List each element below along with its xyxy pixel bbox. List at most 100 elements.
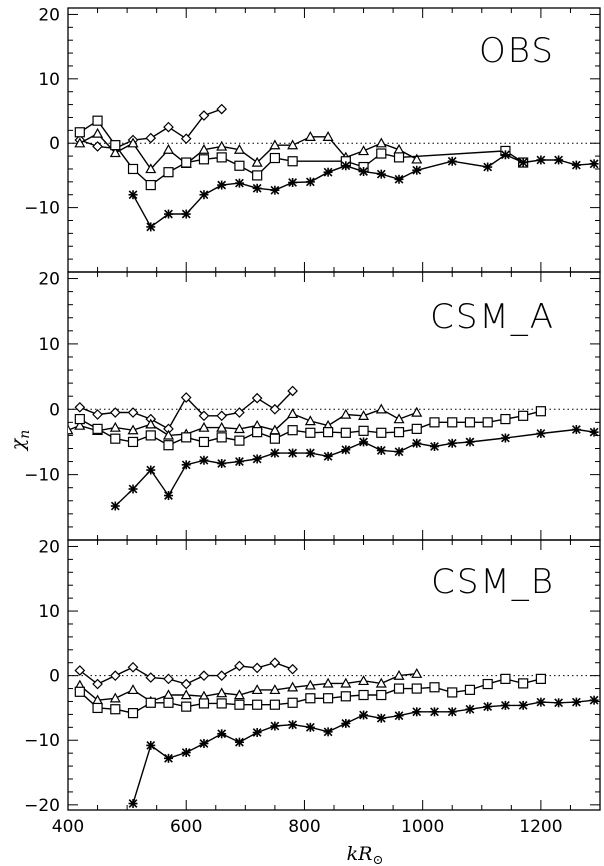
asterisk-point (270, 185, 280, 195)
y-tick-label: 20 (38, 270, 60, 290)
asterisk-point (412, 707, 422, 717)
plot-area (68, 385, 599, 511)
y-axis-title: χn (7, 430, 33, 453)
plot-area (74, 657, 599, 809)
square-point (376, 148, 387, 159)
square-point (181, 432, 192, 443)
diamond-point (109, 407, 121, 418)
triangle-point (233, 689, 245, 700)
asterisk-point (146, 740, 156, 750)
diamond-point (198, 110, 210, 121)
diamond-point (127, 407, 139, 418)
asterisk-point (447, 438, 457, 448)
square-point (198, 154, 210, 165)
diamond-point (251, 662, 263, 674)
square-point (411, 423, 422, 434)
asterisk-point (341, 445, 351, 455)
square-point (482, 678, 493, 690)
asterisk-point (483, 702, 493, 712)
asterisk-point (110, 501, 120, 511)
triangle-point (216, 140, 228, 151)
asterisk-point (376, 713, 386, 723)
triangle-point (340, 408, 352, 419)
asterisk-point (589, 159, 599, 169)
square-point (518, 410, 529, 421)
triangle-point (216, 687, 228, 698)
square-point (234, 435, 245, 446)
square-point (127, 708, 139, 719)
square-point (163, 697, 174, 708)
y-tick-label: 0 (49, 134, 60, 154)
square-point (198, 436, 210, 448)
square-point (252, 699, 263, 710)
asterisk-point (252, 727, 262, 737)
asterisk-point (252, 454, 262, 464)
triangle-point (287, 139, 299, 150)
triangle-point (233, 143, 245, 154)
asterisk-point (288, 177, 298, 187)
asterisk-point (323, 451, 333, 461)
square-point (464, 417, 476, 428)
y-tick-label: 20 (38, 537, 60, 557)
triangle-point (411, 406, 423, 417)
asterisk-point (429, 707, 439, 717)
square-point (518, 678, 529, 689)
asterisk-point (518, 700, 528, 710)
square-point (110, 140, 121, 151)
asterisk-point (465, 437, 475, 447)
x-tick-label: 1200 (519, 817, 562, 837)
triangle-point (393, 669, 405, 680)
y-tick-label: −10 (24, 199, 60, 219)
triangle-point (251, 156, 263, 167)
x-tick-label: 600 (170, 817, 202, 837)
triangle-point (251, 684, 263, 695)
triangle-point (127, 424, 139, 435)
asterisk-point (217, 459, 227, 469)
diamond-point (269, 657, 281, 669)
square-point (287, 697, 298, 708)
square-point (340, 427, 351, 438)
asterisk-point (589, 427, 599, 437)
asterisk-point (234, 737, 244, 747)
square-point (269, 699, 280, 710)
asterisk-point (341, 718, 351, 728)
square-point (145, 179, 156, 191)
asterisk-point (571, 160, 581, 170)
triangle-point (127, 137, 139, 148)
square-point (322, 427, 334, 438)
triangle-point (162, 429, 175, 440)
diamond-point (234, 407, 245, 418)
triangle-point (127, 684, 139, 695)
asterisk-point (465, 704, 475, 714)
asterisk-point (394, 711, 404, 721)
diamond-point (74, 401, 86, 413)
triangle-point (358, 145, 370, 156)
asterisk-point (376, 445, 386, 455)
triangle-point (109, 147, 121, 158)
square-point (216, 152, 227, 163)
square-point (145, 430, 156, 441)
square-point (358, 689, 369, 701)
square-point (74, 413, 85, 425)
y-tick-label: 10 (38, 335, 60, 355)
diamond-point (74, 665, 86, 676)
square-point (287, 156, 298, 167)
triangle-point (322, 677, 334, 688)
series-triangle (68, 403, 423, 440)
triangle-point (358, 675, 370, 686)
asterisk-point (270, 448, 280, 458)
asterisk-point (483, 162, 493, 172)
asterisk-point (199, 455, 209, 465)
panel-1: 20 10 0 −10 OBS (24, 5, 601, 273)
asterisk-point (199, 190, 209, 200)
square-point (74, 127, 85, 138)
asterisk-point (288, 448, 298, 458)
y-axis-subscript: n (17, 430, 33, 439)
asterisk-point (500, 433, 510, 443)
square-point (500, 673, 511, 684)
triangle-point (180, 689, 192, 700)
diamond-point (180, 133, 192, 145)
triangle-point (145, 163, 157, 174)
square-point (252, 427, 263, 438)
series-asterisk (128, 150, 599, 232)
